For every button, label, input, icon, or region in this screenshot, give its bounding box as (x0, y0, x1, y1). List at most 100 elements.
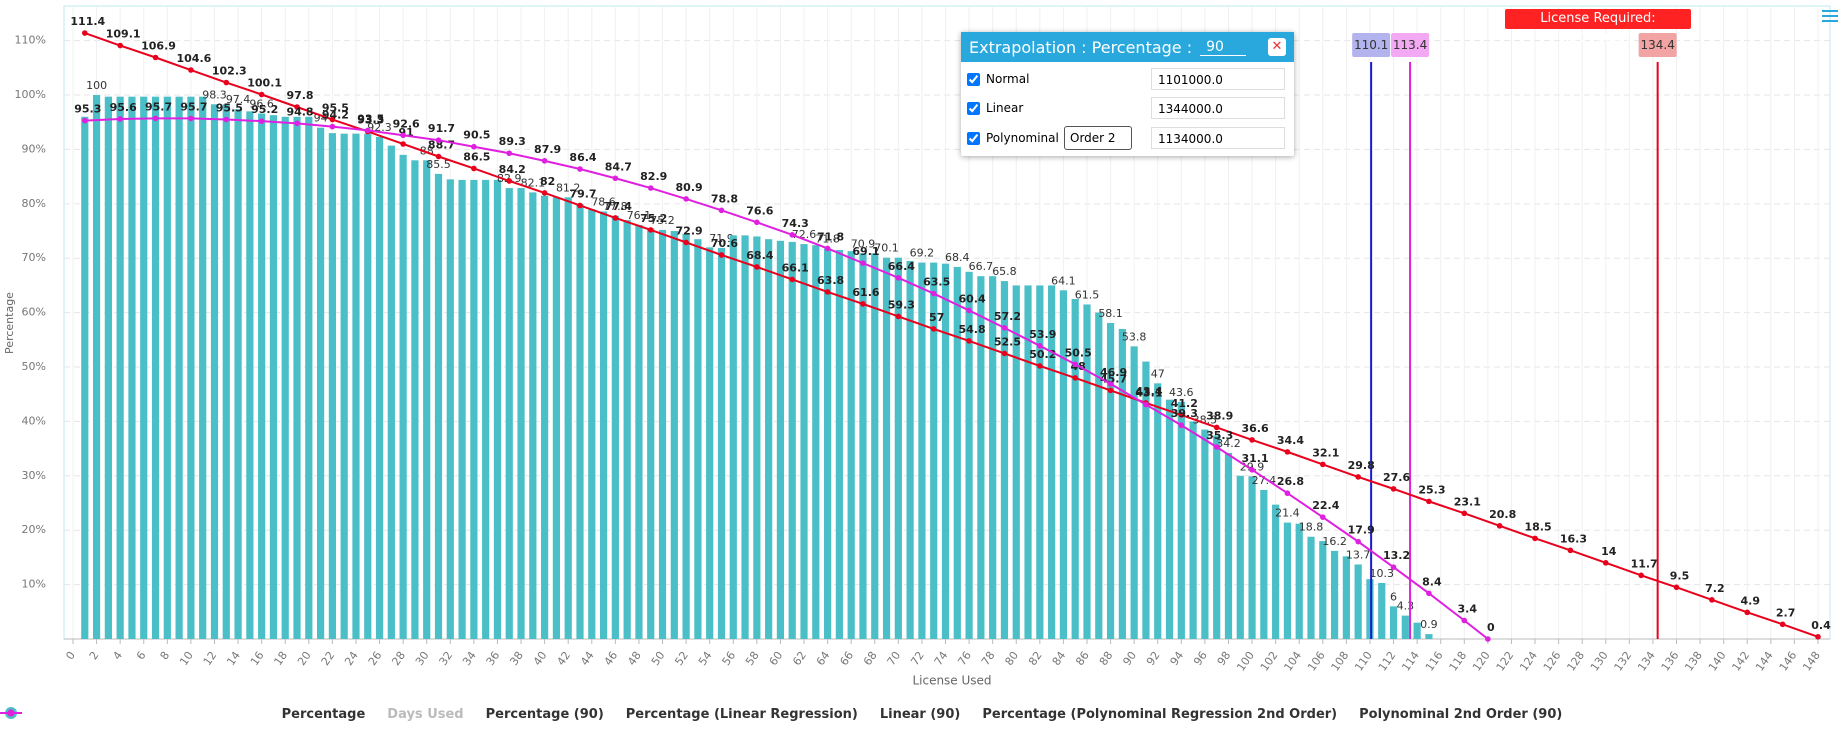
x-tick-label: 92 (1144, 649, 1163, 668)
point-value-label: 52.5 (994, 335, 1021, 348)
legend-item[interactable]: Percentage (Polynominal Regression 2nd O… (0, 707, 1338, 722)
point-value-label: 57 (929, 311, 944, 324)
point-value-label: 35.3 (1206, 429, 1233, 442)
x-tick-label: 126 (1541, 649, 1564, 674)
bar (906, 260, 914, 639)
checkbox[interactable] (967, 101, 980, 115)
dialog-header: Extrapolation : Percentage : 90 (961, 32, 1294, 62)
close-button[interactable]: ✕ (1268, 38, 1286, 56)
point (683, 239, 689, 246)
point (1390, 486, 1397, 492)
point-value-label: 11.7 (1631, 557, 1658, 570)
checkbox[interactable] (967, 131, 980, 145)
point-value-label: 38.9 (1206, 409, 1233, 422)
point (1815, 634, 1821, 640)
bar-value-label: 16.2 (1322, 535, 1347, 548)
bar-value-label: 21.4 (1275, 507, 1300, 520)
option-value[interactable]: 1134000.0 (1151, 127, 1285, 149)
point (1178, 422, 1185, 429)
bar (541, 195, 549, 640)
legend-label: Percentage (Polynominal Regression 2nd O… (982, 707, 1338, 722)
bar (375, 136, 384, 639)
point (117, 116, 123, 122)
point (1485, 636, 1491, 642)
legend-item[interactable]: Days Used (0, 707, 464, 722)
option-row: Linear 1344000.0 (965, 95, 1290, 121)
bar (977, 276, 985, 639)
x-tick-label: 38 (507, 649, 526, 668)
x-tick-label: 134 (1635, 649, 1658, 674)
option-value[interactable]: 1101000.0 (1151, 68, 1285, 90)
legend-item[interactable]: Polynominal 2nd Order (90) (0, 707, 1563, 722)
point (188, 67, 194, 73)
point (294, 104, 300, 110)
x-tick-label: 58 (743, 649, 762, 668)
point (1567, 547, 1574, 554)
x-tick-label: 72 (908, 649, 927, 668)
bar (104, 96, 112, 639)
bar-value-label: 76.1 (627, 209, 652, 222)
order-select[interactable]: Order 2 (1064, 126, 1132, 150)
point (435, 153, 442, 160)
bar (753, 236, 761, 639)
legend-item[interactable]: Percentage (5, 707, 365, 722)
bar (588, 209, 596, 639)
legend-item[interactable]: Linear (90) (0, 707, 960, 722)
x-tick-label: 88 (1097, 649, 1116, 668)
bar (1283, 522, 1292, 639)
point-value-label: 23.1 (1454, 495, 1481, 508)
bar (140, 96, 148, 639)
x-tick-label: 4 (110, 649, 125, 662)
x-tick-label: 48 (625, 649, 644, 668)
bar (1295, 523, 1303, 639)
x-tick-label: 118 (1447, 649, 1470, 674)
point-value-label: 90.5 (463, 129, 490, 142)
x-tick-label: 104 (1281, 649, 1304, 674)
point (683, 196, 689, 202)
point (1390, 564, 1397, 570)
menu-button[interactable] (1822, 10, 1838, 25)
bar (482, 179, 490, 639)
point-value-label: 93.5 (357, 112, 384, 125)
point-value-label: 14 (1601, 545, 1617, 558)
point (1461, 617, 1468, 624)
bar-value-label: 38.5 (1193, 414, 1218, 427)
point-value-label: 84.7 (605, 160, 632, 173)
point-value-label: 77.4 (605, 200, 632, 213)
point-value-label: 111.4 (70, 15, 105, 28)
point-value-label: 16.3 (1560, 532, 1587, 545)
point (789, 232, 796, 238)
bar (1389, 606, 1398, 639)
legend-item[interactable]: Percentage (Linear Regression) (0, 707, 858, 722)
point (1001, 325, 1008, 331)
x-tick-label: 122 (1494, 649, 1517, 674)
x-tick-label: 146 (1777, 649, 1800, 674)
bar-value-label: 71.9 (709, 232, 734, 245)
legend-label: Days Used (387, 707, 464, 722)
checkbox[interactable] (967, 72, 980, 86)
point (1638, 572, 1644, 579)
bar (1189, 421, 1197, 639)
legend-item[interactable]: Percentage (90) (0, 707, 604, 722)
bar (918, 262, 926, 639)
bar (635, 225, 643, 639)
bar (411, 160, 419, 639)
bar-value-label: 27.4 (1252, 474, 1277, 487)
point-value-label: 95.7 (180, 100, 207, 113)
point-value-label: 95.5 (216, 102, 243, 115)
bar (1130, 346, 1138, 639)
x-tick-label: 68 (861, 649, 880, 668)
option-value[interactable]: 1344000.0 (1151, 97, 1285, 119)
point-value-label: 93.3 (357, 113, 384, 126)
legend-label: Polynominal 2nd Order (90) (1359, 707, 1563, 722)
bar (1354, 564, 1362, 639)
point (223, 79, 230, 86)
point (1249, 467, 1255, 473)
point (1213, 444, 1220, 450)
bar-value-label: 98.3 (202, 88, 227, 101)
percentage-input[interactable]: 90 (1200, 39, 1247, 56)
x-tick-label: 84 (1050, 649, 1069, 668)
bar (281, 116, 289, 640)
point (1213, 424, 1220, 431)
